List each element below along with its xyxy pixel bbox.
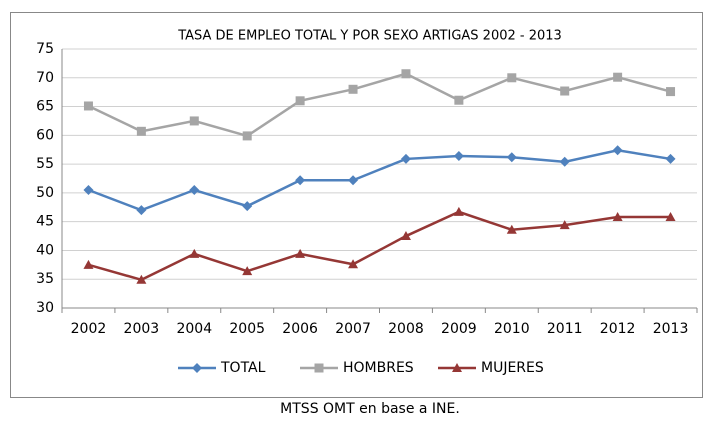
data-point <box>507 73 517 83</box>
data-point <box>401 69 411 79</box>
series-line <box>88 210 671 282</box>
data-point <box>189 185 200 196</box>
y-tick-label: 65 <box>36 99 54 115</box>
data-point <box>242 201 253 212</box>
data-point <box>189 248 200 258</box>
data-point <box>665 212 676 222</box>
data-point <box>242 131 252 141</box>
data-point <box>453 151 464 162</box>
y-tick-label: 55 <box>36 156 54 172</box>
data-point <box>136 126 146 136</box>
x-tick-label: 2007 <box>335 321 371 337</box>
data-point <box>559 220 570 230</box>
data-point <box>454 95 464 105</box>
data-point <box>348 259 359 269</box>
data-point <box>453 206 464 216</box>
x-tick-label: 2003 <box>124 321 160 337</box>
chart-title: TASA DE EMPLEO TOTAL Y POR SEXO ARTIGAS … <box>177 29 562 44</box>
data-point <box>295 248 306 258</box>
chart-border <box>10 12 703 398</box>
data-point <box>666 87 676 97</box>
y-tick-label: 50 <box>36 185 54 201</box>
data-point <box>506 152 517 163</box>
data-point <box>83 185 94 196</box>
y-tick-label: 30 <box>36 300 54 316</box>
data-point <box>506 224 517 234</box>
x-tick-label: 2004 <box>176 321 212 337</box>
y-tick-label: 70 <box>36 70 54 86</box>
x-tick-label: 2012 <box>600 321 636 337</box>
series-line <box>88 149 671 212</box>
legend-label: HOMBRES <box>343 360 414 376</box>
data-point <box>612 212 623 222</box>
x-tick-label: 2011 <box>547 321 583 337</box>
y-tick-label: 40 <box>36 242 54 258</box>
y-tick-label: 45 <box>36 214 54 230</box>
data-point <box>242 266 253 276</box>
series-line <box>87 72 671 138</box>
data-point <box>560 86 570 96</box>
source: MTSS OMT en base a INE. <box>280 401 460 417</box>
data-point <box>348 175 359 186</box>
data-point <box>295 175 306 186</box>
data-point <box>136 205 147 216</box>
x-tick-label: 2009 <box>441 321 477 337</box>
x-tick-label: 2002 <box>71 321 107 337</box>
y-tick-label: 60 <box>36 127 54 143</box>
data-point <box>612 145 623 156</box>
data-point <box>136 274 147 284</box>
data-point <box>559 156 570 167</box>
legend-marker <box>314 363 324 373</box>
data-point <box>295 96 305 106</box>
data-point <box>400 231 411 241</box>
x-tick-label: 2010 <box>494 321 530 337</box>
legend-label: TOTAL <box>220 360 266 376</box>
data-point <box>348 84 358 94</box>
data-point <box>83 259 94 269</box>
x-tick-label: 2008 <box>388 321 424 337</box>
x-tick-label: 2005 <box>229 321 265 337</box>
y-tick-label: 75 <box>36 41 54 57</box>
data-point <box>665 153 676 164</box>
legend-marker <box>192 363 202 373</box>
legend-marker <box>452 363 462 372</box>
x-tick-label: 2006 <box>282 321 318 337</box>
data-point <box>613 72 623 82</box>
data-point <box>189 116 199 126</box>
data-point <box>400 153 411 164</box>
data-point <box>83 101 93 111</box>
y-tick-label: 35 <box>36 271 54 287</box>
legend-label: MUJERES <box>481 360 544 376</box>
x-tick-label: 2013 <box>653 321 689 337</box>
